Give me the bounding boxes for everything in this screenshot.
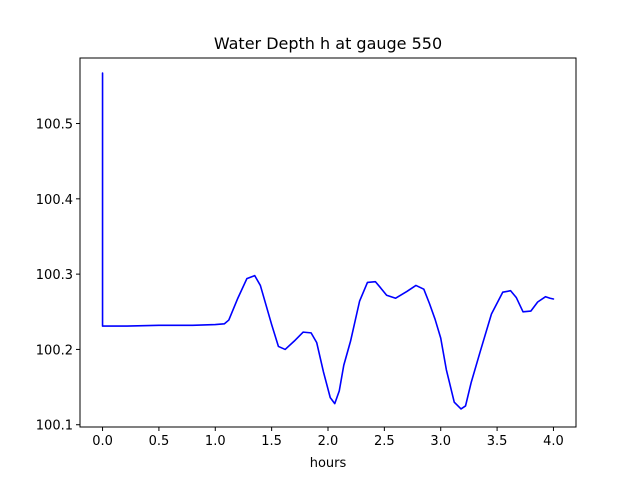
y-axis: 100.1 100.2 100.3 100.4 100.5	[36, 118, 80, 434]
x-tick-label: 3.0	[430, 434, 451, 449]
series-line	[101, 72, 555, 410]
x-axis-label: hours	[310, 456, 347, 471]
y-tick-label: 100.3	[36, 268, 73, 283]
y-tick-label: 100.1	[36, 419, 73, 434]
x-tick-label: 3.5	[487, 434, 508, 449]
x-tick-label: 2.5	[374, 434, 395, 449]
x-tick-label: 0.5	[149, 434, 170, 449]
series-layer	[101, 72, 555, 410]
x-tick-label: 2.0	[318, 434, 339, 449]
y-tick-label: 100.5	[36, 118, 73, 133]
x-tick-label: 0.0	[92, 434, 113, 449]
chart-title: Water Depth h at gauge 550	[214, 34, 442, 53]
x-tick-label: 1.0	[205, 434, 226, 449]
x-axis: 0.0 0.5 1.0 1.5 2.0 2.5 3.0 3.5 4.0	[92, 427, 564, 449]
x-tick-label: 1.5	[261, 434, 282, 449]
x-tick-label: 4.0	[543, 434, 564, 449]
y-tick-label: 100.4	[36, 193, 73, 208]
y-tick-label: 100.2	[36, 343, 73, 358]
